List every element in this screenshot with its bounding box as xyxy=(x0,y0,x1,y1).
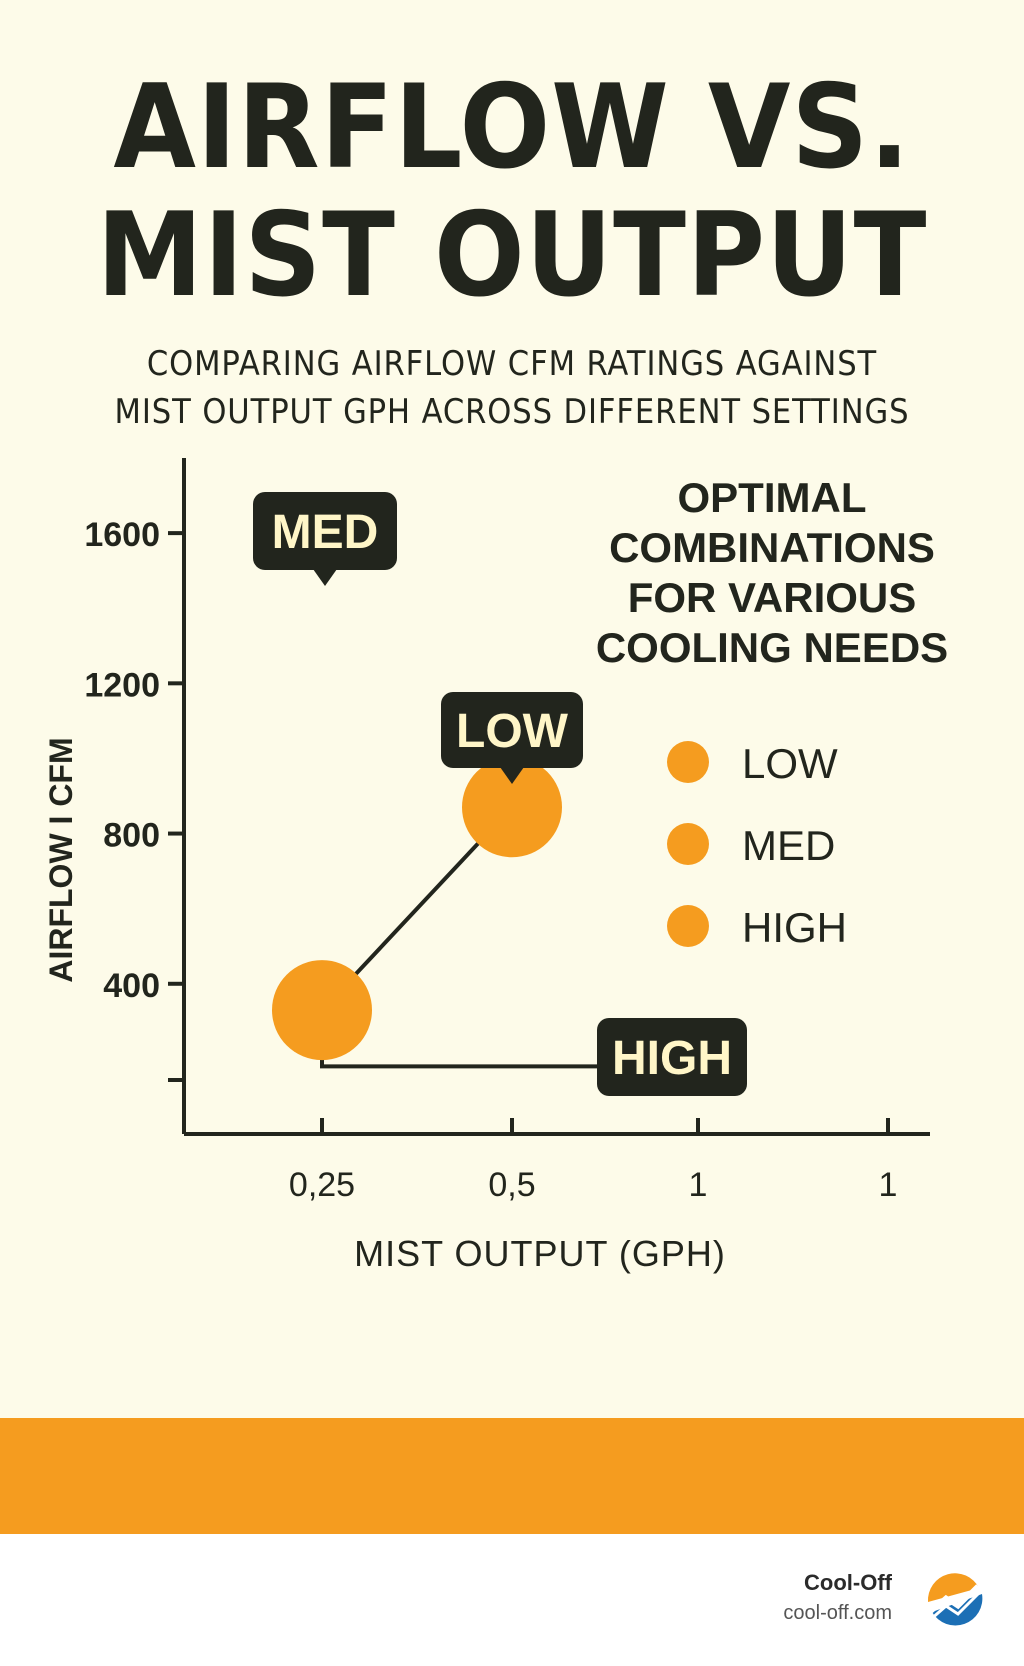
subtitle: COMPARING AIRFLOW CFM RATINGS AGAINST MI… xyxy=(51,340,973,436)
callout-med-pointer xyxy=(313,569,337,586)
x-tick-label-0: 0,25 xyxy=(289,1166,355,1204)
y-tick-label-1: 1200 xyxy=(84,666,160,704)
page-title: AIRFLOW VS. MIST OUTPUT xyxy=(41,70,983,326)
callout-med-box xyxy=(253,492,397,570)
high-callout-connector xyxy=(320,1050,620,1069)
callout-high-text: HIGH xyxy=(612,1032,732,1085)
x-tick-label-2: 1 xyxy=(689,1166,708,1204)
legend-label-med: MED xyxy=(742,822,835,869)
legend-title-line-3: FOR VARIOUS xyxy=(628,574,917,621)
y-axis-label: AIRFLOW I CFM xyxy=(43,737,79,982)
legend-title-line-4: COOLING NEEDS xyxy=(596,624,948,671)
legend-marker-low xyxy=(667,741,709,783)
y-tick-label-0: 1600 xyxy=(84,516,160,554)
callout-high-box xyxy=(597,1018,747,1096)
legend-label-high: HIGH xyxy=(742,904,847,951)
title-line-1: AIRFLOW VS. xyxy=(113,60,911,195)
orange-band xyxy=(0,1418,1024,1534)
title-line-2: MIST OUTPUT xyxy=(96,188,928,323)
x-tick-label-1: 0,5 xyxy=(488,1166,535,1204)
y-tick-label-2: 800 xyxy=(103,817,160,855)
footer xyxy=(0,1534,1024,1666)
chart-trend-logo-icon xyxy=(927,1573,983,1626)
subtitle-line-1: COMPARING AIRFLOW CFM RATINGS AGAINST xyxy=(146,344,878,384)
y-tick-label-3: 400 xyxy=(103,967,160,1005)
callout-med-text: MED xyxy=(272,506,379,559)
scatter-chart: 1600 1200 800 400 0,25 0,5 1 1 MIST OUTPUT (GPH)… xyxy=(43,458,948,1274)
legend-marker-high xyxy=(667,905,709,947)
brand-name[interactable]: Cool-Off xyxy=(804,1570,892,1595)
data-point-med xyxy=(272,960,372,1061)
x-tick-label-3: 1 xyxy=(879,1166,898,1204)
legend-label-low: LOW xyxy=(742,740,838,787)
callout-low-box xyxy=(441,692,583,768)
x-axis-label: MIST OUTPUT (GPH) xyxy=(354,1233,726,1274)
callout-low-pointer xyxy=(500,767,524,784)
legend-title-line-2: COMBINATIONS xyxy=(609,524,935,571)
data-point-low xyxy=(462,757,562,858)
callout-low-text: LOW xyxy=(456,705,569,758)
legend-title-line-1: OPTIMAL xyxy=(678,474,867,521)
subtitle-line-2: MIST OUTPUT GPH ACROSS DIFFERENT SETTING… xyxy=(114,392,910,432)
legend-marker-med xyxy=(667,823,709,865)
brand-url[interactable]: cool-off.com xyxy=(783,1602,892,1624)
